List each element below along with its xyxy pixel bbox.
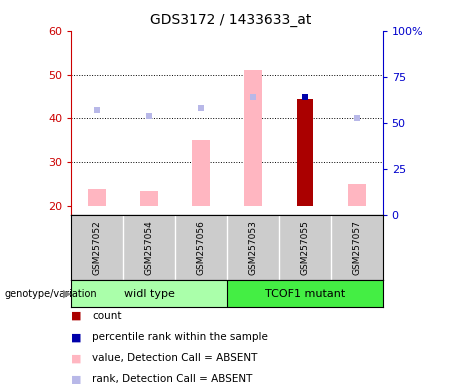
- Bar: [140, 191, 158, 206]
- Bar: [244, 70, 262, 206]
- Text: ■: ■: [71, 311, 82, 321]
- Text: percentile rank within the sample: percentile rank within the sample: [92, 332, 268, 342]
- Bar: [227, 280, 383, 307]
- Text: ■: ■: [71, 374, 82, 384]
- Bar: [192, 141, 210, 206]
- Bar: [348, 184, 366, 206]
- Text: ▶: ▶: [63, 289, 71, 299]
- Text: value, Detection Call = ABSENT: value, Detection Call = ABSENT: [92, 353, 258, 363]
- Bar: [297, 99, 313, 206]
- Text: genotype/variation: genotype/variation: [5, 289, 97, 299]
- Text: GSM257052: GSM257052: [93, 220, 102, 275]
- Text: widl type: widl type: [124, 289, 175, 299]
- Text: GSM257055: GSM257055: [300, 220, 309, 275]
- Text: count: count: [92, 311, 122, 321]
- Text: GSM257057: GSM257057: [352, 220, 361, 275]
- Bar: [89, 189, 106, 206]
- Text: GDS3172 / 1433633_at: GDS3172 / 1433633_at: [150, 13, 311, 27]
- Text: TCOF1 mutant: TCOF1 mutant: [265, 289, 345, 299]
- Text: GSM257054: GSM257054: [145, 220, 154, 275]
- Text: ■: ■: [71, 332, 82, 342]
- Text: GSM257053: GSM257053: [248, 220, 258, 275]
- Text: rank, Detection Call = ABSENT: rank, Detection Call = ABSENT: [92, 374, 253, 384]
- Text: GSM257056: GSM257056: [196, 220, 206, 275]
- Text: ■: ■: [71, 353, 82, 363]
